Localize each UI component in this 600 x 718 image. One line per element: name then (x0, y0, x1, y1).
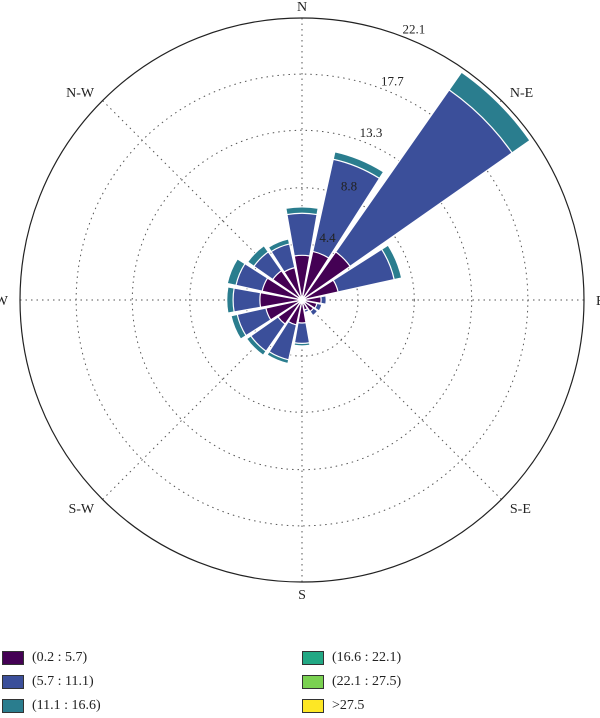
legend-swatch-bin-4 (302, 651, 324, 665)
bar-sector-1-bin-1 (293, 254, 311, 301)
ring-2 (189, 187, 415, 413)
bar-sector-2-bin-1 (301, 250, 330, 301)
legend-swatch-bin-6 (302, 699, 324, 713)
radial-tick-label-4: 17.7 (381, 73, 404, 88)
polar-grid (19, 17, 585, 583)
legend-swatch-bin-2 (2, 675, 24, 689)
legend-swatch-bin-5 (302, 675, 324, 689)
wind-rose-chart: 4.4 8.8 13.3 17.7 22.1 N N-E E S-E S S-W W N-W (0, 0, 600, 603)
wind-rose-bars (226, 71, 531, 365)
ring-4 (75, 73, 529, 527)
polar-labels: 4.4 8.8 13.3 17.7 22.1 N N-E E S-E S S-W W N-W (0, 0, 600, 603)
radial-tick-label-1: 4.4 (319, 230, 336, 245)
bar-sector-16-bin-1 (283, 267, 303, 301)
direction-label-n-w: N-W (66, 86, 95, 101)
legend-item-bin-6: >27.5 (302, 696, 364, 716)
legend-label-bin-6: >27.5 (332, 698, 365, 713)
ring-3 (131, 129, 473, 471)
bar-sector-3-bin-2 (301, 89, 513, 301)
spoke-s-e (301, 299, 502, 500)
legend-item-bin-3: (11.1 : 16.6) (2, 696, 101, 716)
direction-label-s: S (298, 588, 306, 603)
direction-label-n: N (297, 0, 307, 15)
bar-sector-4-bin-1 (301, 279, 339, 301)
bar-sector-11-bin-1 (277, 299, 303, 325)
legend-item-bin-4: (16.6 : 22.1) (302, 648, 401, 668)
legend-item-bin-2: (5.7 : 11.1) (2, 672, 94, 692)
bar-sector-15-bin-1 (272, 270, 303, 301)
bar-sector-10-bin-1 (287, 299, 303, 326)
direction-label-n-e: N-E (510, 86, 533, 101)
bar-sector-12-bin-1 (265, 299, 303, 321)
direction-label-s-w: S-W (68, 502, 94, 517)
legend-item-bin-1: (0.2 : 5.7) (2, 648, 87, 668)
bar-sector-7-bin-1 (301, 299, 315, 313)
legend: (0.2 : 5.7) (5.7 : 11.1) (11.1 : 16.6) (… (0, 640, 600, 718)
legend-label-bin-1: (0.2 : 5.7) (32, 650, 88, 665)
direction-label-w: W (0, 294, 9, 309)
radial-tick-label-2: 8.8 (341, 178, 357, 193)
radial-tick-label-3: 13.3 (360, 125, 383, 140)
bar-sector-14-bin-1 (261, 277, 303, 301)
direction-label-e: E (596, 294, 600, 309)
legend-swatch-bin-1 (2, 651, 24, 665)
outer-ring (19, 17, 585, 583)
legend-item-bin-5: (22.1 : 27.5) (302, 672, 401, 692)
direction-label-s-e: S-E (510, 502, 531, 517)
legend-label-bin-4: (16.6 : 22.1) (332, 650, 402, 665)
legend-label-bin-5: (22.1 : 27.5) (332, 674, 402, 689)
bar-sector-5-bin-1 (301, 296, 322, 304)
bar-sector-13-bin-1 (259, 292, 303, 308)
legend-label-bin-3: (11.1 : 16.6) (32, 698, 101, 713)
radial-tick-label-5: 22.1 (403, 21, 426, 36)
legend-swatch-bin-3 (2, 699, 24, 713)
bar-sector-9-bin-1 (297, 299, 307, 324)
bar-sector-3-bin-1 (301, 251, 351, 301)
legend-label-bin-2: (5.7 : 11.1) (32, 674, 94, 689)
